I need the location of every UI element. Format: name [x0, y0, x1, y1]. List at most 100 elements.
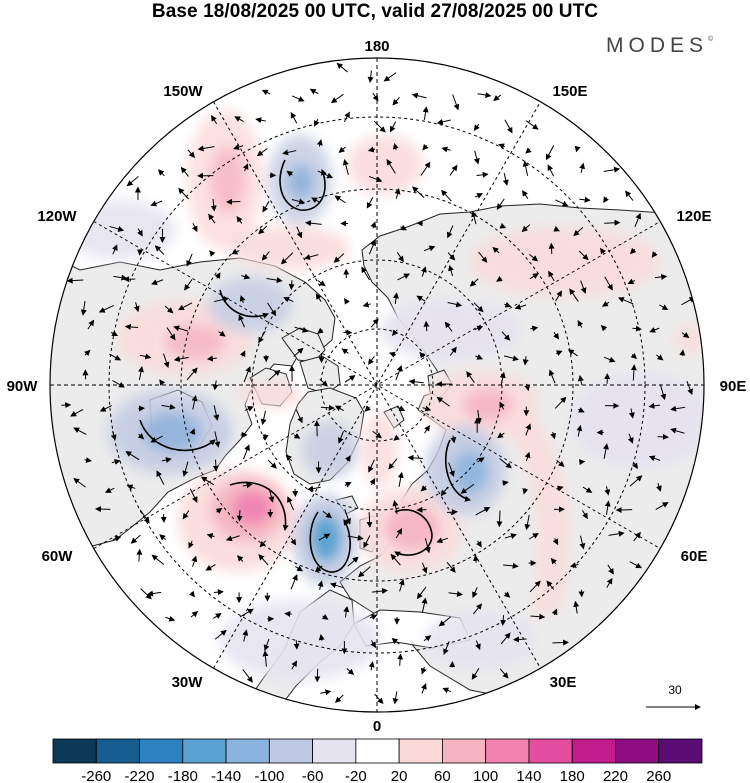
anomaly-positive-greenland-sea — [362, 412, 398, 488]
wind-vector — [573, 226, 584, 237]
wind-vector — [138, 366, 144, 381]
wind-vector — [318, 533, 331, 541]
meridian-line — [213, 101, 541, 669]
wind-vector — [330, 93, 344, 104]
wind-vector — [158, 169, 165, 177]
wind-vector — [556, 485, 564, 492]
colorbar-swatch — [441, 738, 487, 764]
wind-vector — [446, 225, 454, 239]
wind-vector — [579, 196, 591, 203]
wind-vector — [525, 423, 532, 436]
wind-vector — [225, 535, 240, 542]
wind-vector — [603, 356, 616, 363]
anomaly-negative-pacific-west — [65, 200, 175, 260]
wind-vector — [499, 668, 509, 679]
wind-vector — [556, 459, 565, 468]
colorbar-tick-label: -100 — [254, 768, 284, 783]
wind-vector — [189, 428, 196, 435]
wind-vector — [574, 145, 581, 153]
wind-vector — [321, 613, 329, 620]
wind-vector — [214, 272, 221, 279]
wind-vector — [436, 537, 449, 544]
colorbar-swatch — [95, 738, 140, 764]
wind-vector — [471, 668, 480, 680]
wind-vector — [150, 200, 163, 207]
lon-label-90e: 90E — [720, 378, 747, 395]
wind-vector — [578, 250, 589, 261]
wind-vector — [231, 248, 240, 255]
colorbar-swatch — [398, 738, 443, 764]
wind-vector — [503, 591, 511, 598]
wind-vector — [151, 554, 165, 565]
pole-axes — [50, 58, 704, 712]
wind-vector — [266, 277, 283, 284]
wind-vector — [212, 613, 222, 619]
wind-vector — [124, 323, 138, 330]
wind-vector — [368, 175, 383, 183]
wind-vector — [548, 369, 556, 384]
colorbar: -260 -220 -180 -140 -100 -60 -20 20 60 100 140 180 2… — [52, 738, 703, 783]
wind-vector — [629, 475, 643, 487]
wind-vector — [112, 380, 125, 388]
wind-vector — [291, 95, 305, 102]
wind-vector — [397, 653, 404, 666]
wind-vector — [164, 305, 174, 314]
circulation-contours — [139, 159, 471, 573]
wind-vector — [553, 226, 561, 232]
wind-vector — [188, 540, 194, 549]
wind-vector — [282, 149, 297, 156]
wind-vector — [233, 144, 244, 150]
colorbar-tick-label: 180 — [560, 768, 585, 783]
wind-vector — [334, 405, 344, 412]
wind-vector — [460, 483, 475, 494]
wind-vector — [679, 349, 686, 357]
colorbar-swatch — [268, 738, 313, 764]
colorbar-tick-label: -20 — [345, 768, 367, 783]
wind-vector — [98, 304, 114, 313]
wind-vector — [234, 116, 244, 123]
wind-vector — [474, 325, 484, 332]
wind-vector — [654, 273, 668, 280]
lon-label-30e: 30E — [550, 674, 577, 691]
wind-vector — [109, 225, 125, 232]
anomaly-negative-mediterranean — [425, 610, 535, 670]
wind-vector — [441, 146, 451, 153]
wind-vector — [317, 580, 324, 590]
wind-vector — [503, 355, 519, 362]
wind-vector — [475, 640, 481, 651]
wind-vector — [180, 166, 189, 177]
wind-vector — [577, 407, 585, 413]
wind-vector — [99, 405, 112, 412]
wind-vector — [550, 557, 557, 565]
wind-vector — [366, 512, 373, 528]
wind-vector — [392, 97, 400, 106]
wind-vector — [73, 478, 86, 488]
wind-vector — [290, 574, 298, 590]
wind-vector — [550, 431, 556, 440]
wind-vector — [286, 170, 294, 177]
wind-vector — [400, 224, 407, 231]
wind-vector — [290, 537, 297, 546]
anomaly-positive-kara-core — [463, 388, 513, 422]
wind-vector — [239, 295, 246, 304]
wind-vector — [315, 293, 322, 302]
latitude-circle-60 — [180, 188, 574, 582]
wind-vector — [617, 297, 634, 305]
wind-vector — [397, 273, 410, 281]
wind-vector — [546, 580, 555, 590]
wind-vector — [443, 641, 450, 655]
wind-vector — [408, 378, 424, 385]
latitude-circle-80 — [320, 328, 434, 442]
wind-vector — [372, 92, 379, 102]
wind-vector — [632, 325, 642, 332]
wind-vector — [293, 433, 301, 439]
wind-vector — [182, 461, 189, 477]
wind-vector — [504, 301, 512, 308]
wind-vector — [136, 548, 143, 562]
wind-vector — [294, 326, 309, 333]
wind-vector — [110, 330, 119, 336]
wind-vector — [287, 496, 295, 511]
wind-vector — [291, 660, 298, 670]
wind-vector — [522, 190, 529, 200]
wind-vector — [582, 486, 593, 493]
